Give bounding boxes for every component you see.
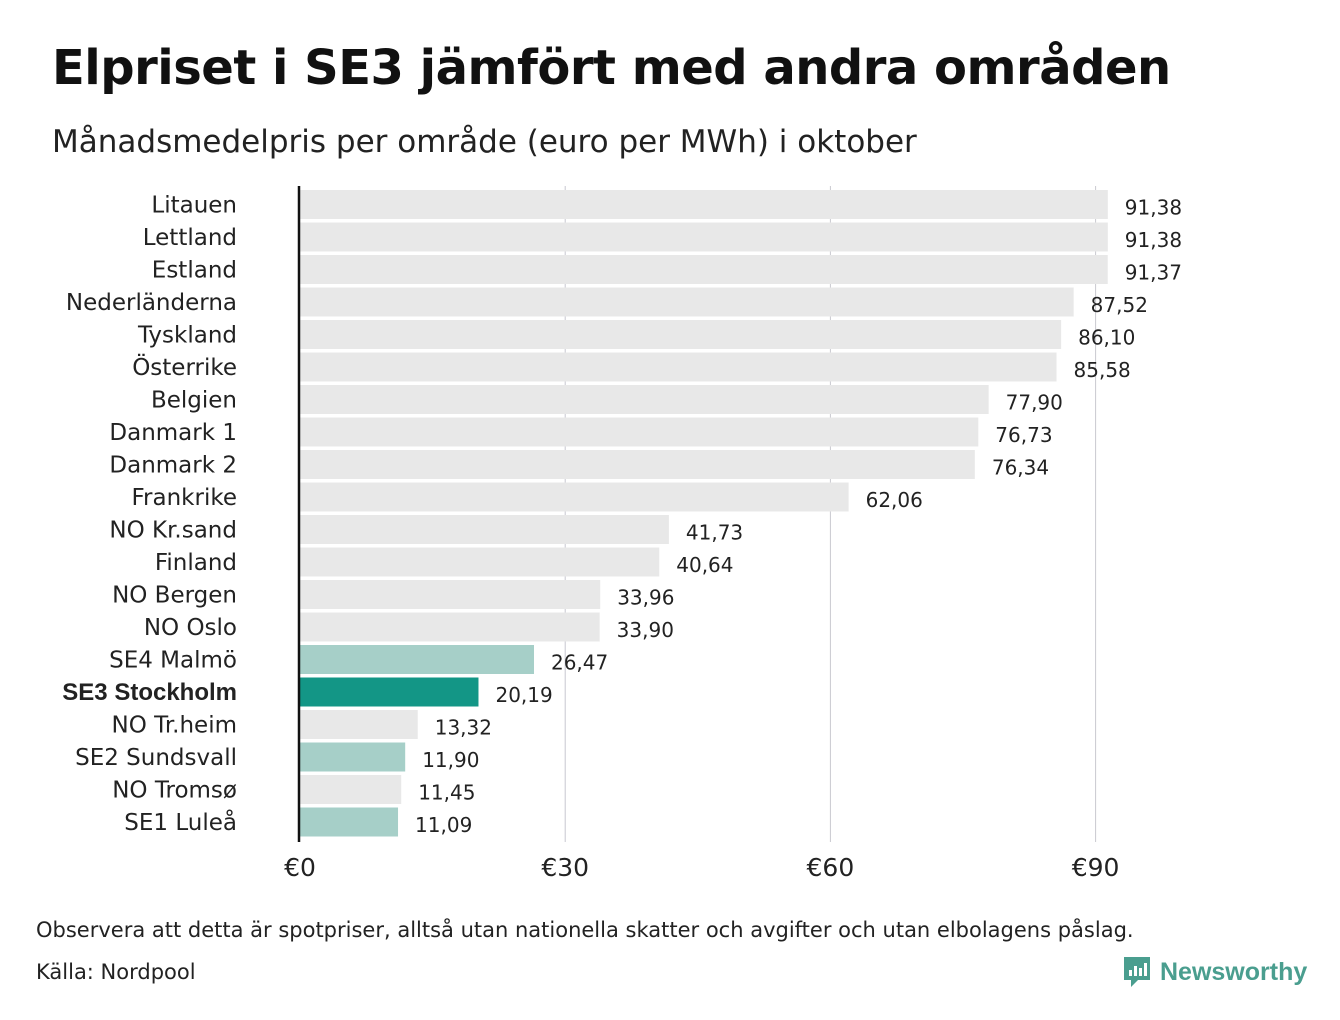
category-label: NO Kr.sand [109,518,237,544]
value-label: 86,10 [1078,326,1135,350]
brand-name: Newsworthy [1160,957,1308,986]
x-tick-label: €90 [1072,853,1120,882]
value-label: 87,52 [1091,293,1148,317]
category-label: Danmark 2 [109,453,237,479]
x-tick-label: €60 [807,853,855,882]
value-label: 33,90 [617,618,674,642]
bar-chart: Litauen 91,38 Lettland 91,38 Estland 91,37 Ned… [62,186,1182,882]
category-label: SE4 Malmö [109,648,237,674]
bar [300,287,1074,317]
newsworthy-logo: Newsworthy [1122,955,1307,989]
bar [300,417,979,447]
source-note: Källa: Nordpool [36,960,196,984]
category-label: NO Bergen [112,583,237,609]
category-label: Danmark 1 [109,420,237,446]
chart-title: Elpriset i SE3 jämfört med andra områden [52,40,1171,96]
bar [300,775,402,804]
value-label: 26,47 [551,651,608,675]
category-label: Estland [152,258,237,284]
bar [300,742,406,772]
category-label: NO Tromsø [112,778,237,804]
bar [300,190,1108,219]
value-label: 11,90 [422,748,479,772]
category-label: Belgien [151,388,237,414]
x-tick-label: €0 [284,853,316,882]
value-label: 33,96 [617,586,674,610]
category-label: SE1 Luleå [124,808,237,836]
bar [300,807,399,837]
category-label: Finland [155,550,237,576]
category-label: NO Tr.heim [112,713,237,739]
category-label: Nederländerna [66,290,237,316]
category-label: SE3 Stockholm [62,679,237,706]
bar [300,255,1108,284]
bar [300,710,418,739]
value-label: 91,37 [1125,261,1182,285]
bar [300,352,1057,382]
value-label: 76,73 [995,423,1052,447]
bar [300,547,660,577]
chart-subtitle: Månadsmedelpris per område (euro per MWh… [52,124,917,160]
value-label: 91,38 [1125,196,1182,220]
bar [300,677,479,707]
x-tick-label: €30 [541,853,589,882]
value-label: 77,90 [1006,391,1063,415]
category-label: Lettland [143,225,237,251]
category-label: Frankrike [132,485,238,511]
value-label: 13,32 [435,716,492,740]
value-label: 20,19 [495,683,552,707]
value-label: 76,34 [992,456,1049,480]
value-label: 91,38 [1125,228,1182,252]
bar [300,645,534,674]
bar [300,222,1108,252]
bar [300,450,975,479]
bar [300,320,1062,349]
category-label: SE2 Sundsvall [75,745,237,771]
bar [300,385,989,414]
bar [300,482,849,512]
category-label: Tyskland [137,323,237,349]
category-label: Österrike [132,353,237,381]
value-label: 11,09 [415,813,472,837]
newsworthy-logo-icon [1124,957,1150,987]
bar [300,515,669,544]
bar [300,612,600,642]
value-label: 40,64 [676,553,733,577]
category-label: Litauen [151,193,237,219]
value-label: 11,45 [418,781,475,805]
bar [300,580,601,609]
value-label: 85,58 [1074,358,1131,382]
footnote: Observera att detta är spotpriser, allts… [36,918,1134,942]
category-label: NO Oslo [144,615,237,641]
value-label: 41,73 [686,521,743,545]
value-label: 62,06 [866,488,923,512]
